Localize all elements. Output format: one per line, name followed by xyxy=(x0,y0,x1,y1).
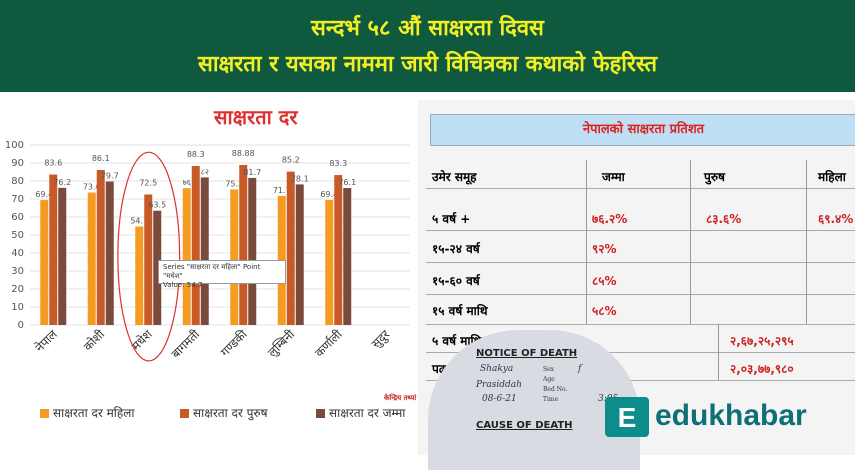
data-label: 72.5 xyxy=(139,179,157,188)
table-divider xyxy=(690,160,691,324)
x-tick-label: लुम्बिनी xyxy=(265,327,299,361)
legend-item-male: साक्षरता दर पुरुष xyxy=(180,404,268,421)
table-row: १५-२४ वर्ष ९२% xyxy=(426,232,855,263)
bar xyxy=(230,189,239,325)
x-tick-label: मधेश xyxy=(129,327,156,354)
y-tick-label: 40 xyxy=(11,248,24,259)
data-label: 63.5 xyxy=(148,201,166,210)
bar xyxy=(87,192,96,325)
literacy-bar-chart: 0 10 20 30 40 50 60 70 80 90 100 69.4 83.6 76.2 नेपाल 7… xyxy=(5,140,410,362)
header-male: पुरुष xyxy=(704,170,725,184)
logo-wordmark: edukhabar xyxy=(655,399,807,432)
bar xyxy=(343,188,352,325)
y-tick-label: 30 xyxy=(11,266,24,277)
header-age-group: उमेर समूह xyxy=(432,170,477,184)
x-tick-label: नेपाल xyxy=(32,327,60,355)
bar xyxy=(144,194,153,325)
data-label: 54.7 xyxy=(130,217,148,226)
x-tick-label: बागमती xyxy=(169,327,203,361)
header-banner: सन्दर्भ ५८ औं साक्षरता दिवस साक्षरता र य… xyxy=(0,0,855,92)
x-tick-label: सुदुर xyxy=(369,326,394,351)
table-divider xyxy=(718,324,719,380)
x-tick-label: कर्णाली xyxy=(312,327,345,360)
bar xyxy=(325,200,334,325)
table-title: नेपालको साक्षरता प्रतिशत xyxy=(430,114,855,146)
y-tick-label: 60 xyxy=(11,212,24,223)
data-label: 83.6 xyxy=(44,159,62,168)
bar xyxy=(191,166,200,325)
data-label: 78.1 xyxy=(291,174,309,183)
bar xyxy=(239,165,248,325)
data-label: 79.7 xyxy=(101,172,119,181)
y-tick-label: 50 xyxy=(11,230,24,241)
y-tick-label: 80 xyxy=(11,176,24,187)
data-label: 76.2 xyxy=(53,178,71,187)
data-label: 85.2 xyxy=(282,156,300,165)
data-label: 75.3 xyxy=(225,179,243,188)
bar xyxy=(40,200,49,325)
data-label: 86.1 xyxy=(92,154,110,163)
bar xyxy=(334,175,343,325)
y-tick-label: 100 xyxy=(5,140,24,151)
header-female: महिला xyxy=(818,170,846,184)
x-tick-label: गण्डकी xyxy=(218,327,251,360)
table-divider xyxy=(806,160,807,324)
table-row: ५ वर्ष + ७६.२% ८३.६% ६९.४% xyxy=(426,200,855,231)
data-label: ८२ xyxy=(201,167,209,176)
bar xyxy=(295,184,304,325)
legend-item-total: साक्षरता दर जम्मा xyxy=(316,404,405,421)
highlight-circle xyxy=(117,151,181,362)
y-tick-label: 0 xyxy=(18,320,24,331)
legend-item-female: साक्षरता दर महिला xyxy=(40,404,135,421)
bar xyxy=(153,210,162,325)
data-label: 73.6 xyxy=(83,183,101,192)
header-total: जम्मा xyxy=(602,170,625,184)
bar xyxy=(135,226,144,325)
data-label: 81.7 xyxy=(243,168,261,177)
bar xyxy=(286,171,295,325)
x-tick-label: कोशी xyxy=(81,327,108,354)
data-label: 88.3 xyxy=(187,150,205,159)
bar xyxy=(182,188,191,325)
notice-cause-heading: CAUSE OF DEATH xyxy=(476,420,573,431)
svg-text:E: E xyxy=(618,402,637,433)
data-label: 88.88 xyxy=(232,149,255,158)
bar xyxy=(49,174,58,325)
data-label: 76.1 xyxy=(338,178,356,187)
edukhabar-logo: E edukhabar xyxy=(605,395,855,441)
bar xyxy=(96,170,105,325)
bar xyxy=(105,181,114,325)
tooltip-series: Series "साक्षरता दर महिला" Point "मधेश" xyxy=(163,263,261,280)
logo-mark-icon: E xyxy=(605,397,649,437)
notice-heading: NOTICE OF DEATH xyxy=(476,348,578,359)
y-tick-label: 10 xyxy=(11,302,24,313)
y-tick-label: 90 xyxy=(11,158,24,169)
banner-subtitle: साक्षरता र यसका नाममा जारी विचित्रका कथा… xyxy=(197,52,658,77)
chart-tooltip: Series "साक्षरता दर महिला" Point "मधेश" … xyxy=(158,260,286,289)
source-note: केन्द्रिय तथ्यां xyxy=(384,394,417,402)
table-row: १५-६० वर्ष ८५% xyxy=(426,264,855,295)
bar xyxy=(248,177,257,325)
table-header-row: उमेर समूह जम्मा पुरुष महिला xyxy=(426,160,855,189)
chart-title: साक्षरता दर xyxy=(214,105,298,129)
y-tick-label: 70 xyxy=(11,194,24,205)
bar xyxy=(58,187,67,325)
table-divider xyxy=(586,160,587,324)
banner-title: सन्दर्भ ५८ औं साक्षरता दिवस xyxy=(311,16,544,41)
data-label: 69.4 xyxy=(35,190,53,199)
bar xyxy=(200,177,209,325)
data-label: 71.7 xyxy=(273,186,291,195)
tooltip-value: Value: 54.7 xyxy=(163,281,203,289)
death-notice-photo: NOTICE OF DEATH Shakya f Prasiddah 08-6-… xyxy=(428,330,640,470)
data-label: 69.4 xyxy=(320,190,338,199)
data-label: 83.3 xyxy=(329,159,347,168)
y-tick-label: 20 xyxy=(11,284,24,295)
data-label: ७६ xyxy=(183,178,191,187)
table-row: १५ वर्ष माथि ५८% xyxy=(426,296,855,325)
